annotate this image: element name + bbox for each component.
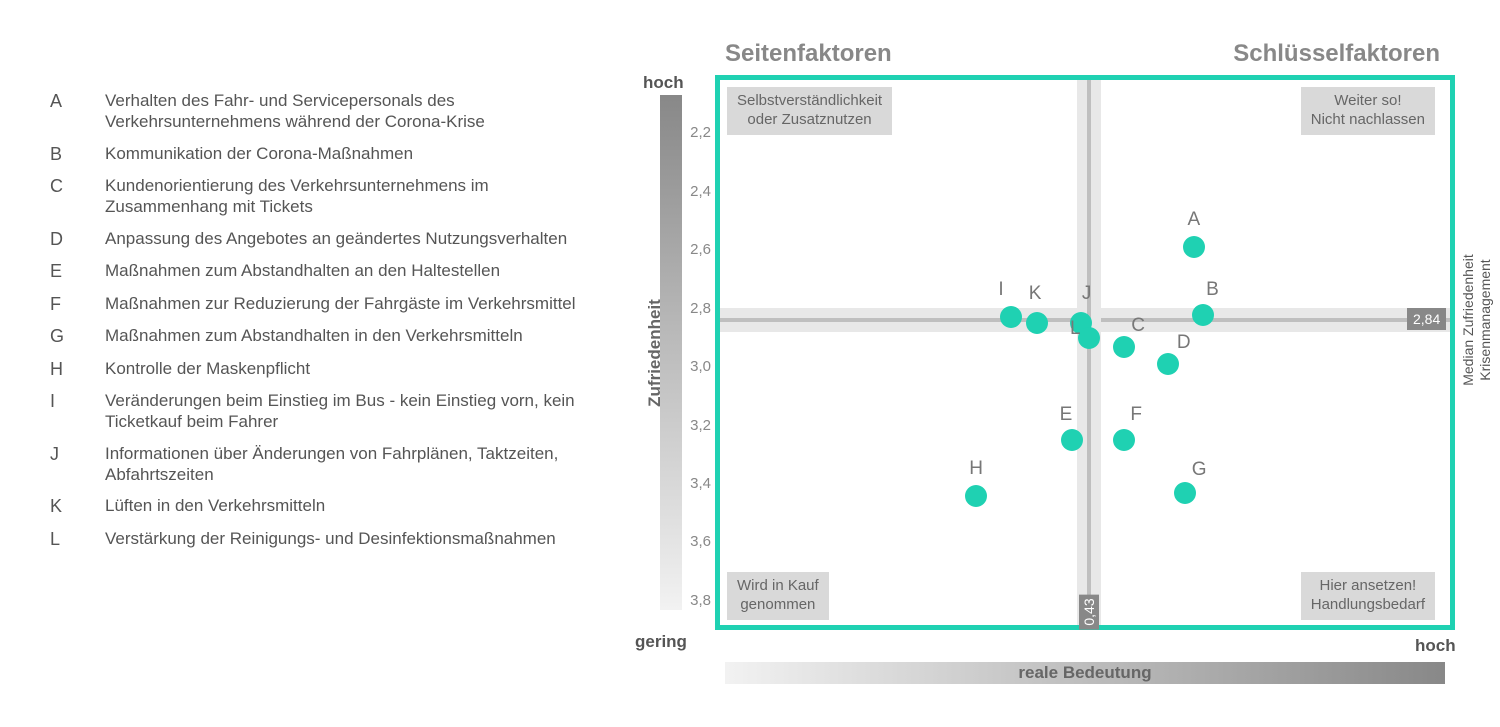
y-axis-low: gering — [635, 632, 687, 652]
point-D — [1157, 353, 1179, 375]
legend-text: Kontrolle der Maskenpflicht — [105, 358, 600, 381]
legend-row: AVerhalten des Fahr- und Servicepersonal… — [50, 90, 600, 133]
point-G — [1174, 482, 1196, 504]
point-label-H: H — [969, 458, 983, 480]
y-axis-label: Zufriedenheit — [645, 299, 665, 407]
point-E — [1061, 429, 1083, 451]
y-tick: 2,8 — [685, 300, 711, 317]
point-label-K: K — [1029, 283, 1042, 305]
y-tick: 3,6 — [685, 533, 711, 550]
legend-text: Veränderungen beim Einstieg im Bus - kei… — [105, 390, 600, 433]
legend-letter: B — [50, 143, 105, 166]
point-label-G: G — [1192, 459, 1207, 481]
legend-row: JInformationen über Änderungen von Fahrp… — [50, 443, 600, 486]
x-axis-label: reale Bedeutung — [715, 663, 1455, 683]
point-label-F: F — [1130, 404, 1142, 426]
quadrant-bottom-left: Wird in Kaufgenommen — [727, 572, 829, 620]
point-label-L: L — [1070, 318, 1081, 340]
quadrant-top-right: Weiter so!Nicht nachlassen — [1301, 87, 1435, 135]
quadrant-bottom-right: Hier ansetzen!Handlungsbedarf — [1301, 572, 1435, 620]
legend-row: KLüften in den Verkehrsmitteln — [50, 495, 600, 518]
y-tick: 3,4 — [685, 475, 711, 492]
x-axis-high: hoch — [1415, 636, 1456, 656]
point-B — [1192, 304, 1214, 326]
legend-row: BKommunikation der Corona-Maßnahmen — [50, 143, 600, 166]
y-axis-high: hoch — [643, 73, 684, 93]
legend-row: DAnpassung des Angebotes an geändertes N… — [50, 228, 600, 251]
legend-letter: J — [50, 443, 105, 486]
legend-text: Maßnahmen zum Abstandhalten in den Verke… — [105, 325, 600, 348]
legend-row: HKontrolle der Maskenpflicht — [50, 358, 600, 381]
legend-text: Maßnahmen zur Reduzierung der Fahrgäste … — [105, 293, 600, 316]
right-side-label: Median ZufriedenheitKrisenmanagement — [1460, 255, 1494, 387]
point-L — [1078, 327, 1100, 349]
chart-title-left: Seitenfaktoren — [725, 40, 892, 68]
legend-letter: L — [50, 528, 105, 551]
chart-title-right: Schlüsselfaktoren — [1233, 40, 1440, 68]
median-x-badge: 0,43 — [1079, 594, 1099, 629]
y-tick: 3,0 — [685, 358, 711, 375]
legend-letter: F — [50, 293, 105, 316]
point-label-I: I — [998, 279, 1003, 301]
y-tick: 3,2 — [685, 417, 711, 434]
legend-letter: D — [50, 228, 105, 251]
legend-row: CKundenorientierung des Verkehrsunterneh… — [50, 175, 600, 218]
y-tick: 2,4 — [685, 183, 711, 200]
y-tick: 2,2 — [685, 124, 711, 141]
legend-text: Informationen über Änderungen von Fahrpl… — [105, 443, 600, 486]
legend-letter: A — [50, 90, 105, 133]
legend-list: AVerhalten des Fahr- und Servicepersonal… — [30, 40, 600, 707]
point-label-E: E — [1060, 404, 1073, 426]
point-label-D: D — [1177, 332, 1191, 354]
y-tick: 3,8 — [685, 592, 711, 609]
legend-letter: G — [50, 325, 105, 348]
point-K — [1026, 312, 1048, 334]
point-label-C: C — [1131, 315, 1145, 337]
point-A — [1183, 236, 1205, 258]
legend-text: Kundenorientierung des Verkehrsunternehm… — [105, 175, 600, 218]
legend-letter: E — [50, 260, 105, 283]
legend-letter: C — [50, 175, 105, 218]
legend-letter: H — [50, 358, 105, 381]
legend-text: Verhalten des Fahr- und Servicepersonals… — [105, 90, 600, 133]
legend-letter: K — [50, 495, 105, 518]
legend-row: IVeränderungen beim Einstieg im Bus - ke… — [50, 390, 600, 433]
y-tick: 2,6 — [685, 241, 711, 258]
legend-row: EMaßnahmen zum Abstandhalten an den Halt… — [50, 260, 600, 283]
legend-text: Lüften in den Verkehrsmitteln — [105, 495, 600, 518]
legend-text: Verstärkung der Reinigungs- und Desinfek… — [105, 528, 600, 551]
legend-row: FMaßnahmen zur Reduzierung der Fahrgäste… — [50, 293, 600, 316]
point-I — [1000, 306, 1022, 328]
legend-letter: I — [50, 390, 105, 433]
point-H — [965, 485, 987, 507]
legend-row: GMaßnahmen zum Abstandhalten in den Verk… — [50, 325, 600, 348]
point-F — [1113, 429, 1135, 451]
point-label-B: B — [1206, 279, 1219, 301]
median-y-badge: 2,84 — [1407, 308, 1446, 330]
median-v-line — [1087, 80, 1091, 625]
quadrant-top-left: Selbstverständlichkeitoder Zusatznutzen — [727, 87, 892, 135]
legend-text: Maßnahmen zum Abstandhalten an den Halte… — [105, 260, 600, 283]
point-C — [1113, 336, 1135, 358]
legend-row: LVerstärkung der Reinigungs- und Desinfe… — [50, 528, 600, 551]
legend-text: Anpassung des Angebotes an geändertes Nu… — [105, 228, 600, 251]
point-label-J: J — [1082, 283, 1092, 305]
legend-text: Kommunikation der Corona-Maßnahmen — [105, 143, 600, 166]
chart-area: Seitenfaktoren Schlüsselfaktoren Zufrieden… — [600, 40, 1470, 707]
point-label-A: A — [1187, 209, 1200, 231]
